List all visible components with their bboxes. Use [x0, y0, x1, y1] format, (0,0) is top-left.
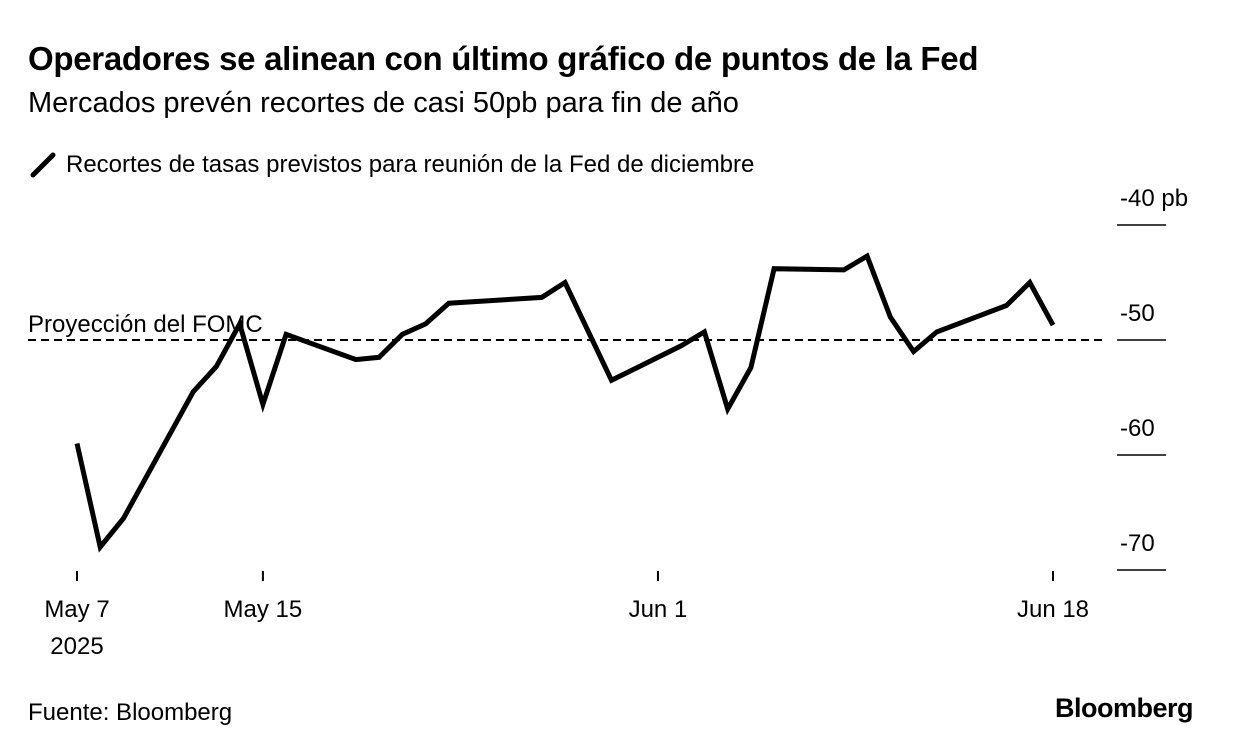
x-tick-sublabel: 2025 [50, 633, 103, 660]
legend-line-icon [30, 152, 56, 178]
chart-subtitle: Mercados prevén recortes de casi 50pb pa… [28, 87, 739, 119]
fomc-reference-label: Proyección del FOMC [28, 311, 263, 338]
x-axis: May 7 2025 May 15 Jun 1 Jun 18 [44, 571, 1089, 660]
x-tick-label: May 7 [44, 596, 109, 623]
y-tick-label: -60 [1120, 415, 1155, 442]
bloomberg-logo: Bloomberg [1054, 693, 1194, 723]
reference-layer: Proyección del FOMC [28, 311, 1103, 341]
y-tick-label: -40 pb [1120, 185, 1188, 212]
legend-label: Recortes de tasas previstos para reunión… [66, 151, 755, 178]
x-tick-label: May 15 [224, 596, 303, 623]
series-layer [74, 252, 1056, 553]
y-tick-label: -50 [1120, 300, 1155, 327]
series-line-0 [74, 252, 1056, 553]
x-tick-label: Jun 1 [629, 596, 688, 623]
chart-title: Operadores se alinean con último gráfico… [28, 40, 979, 77]
source-note: Fuente: Bloomberg [28, 699, 233, 726]
y-axis: -40 pb -50 -60 -70 [1117, 185, 1188, 571]
y-tick-label: -70 [1120, 530, 1155, 557]
x-tick-label: Jun 18 [1017, 596, 1089, 623]
legend: Recortes de tasas previstos para reunión… [28, 150, 754, 180]
